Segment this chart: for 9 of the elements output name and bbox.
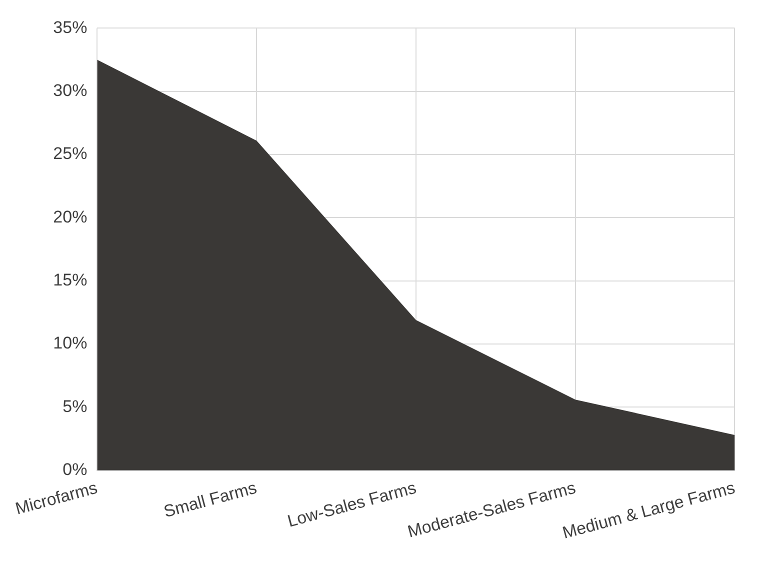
y-tick-label: 10% (53, 334, 88, 353)
y-tick-label: 15% (53, 270, 88, 290)
y-tick-label: 20% (53, 207, 88, 226)
y-tick-label: 35% (53, 18, 88, 37)
y-tick-label: 0% (62, 460, 88, 480)
y-tick-label: 5% (62, 396, 88, 416)
x-tick-label: Small Farms (162, 478, 259, 522)
y-tick-label: 30% (53, 81, 88, 100)
y-tick-label: 25% (53, 144, 88, 164)
